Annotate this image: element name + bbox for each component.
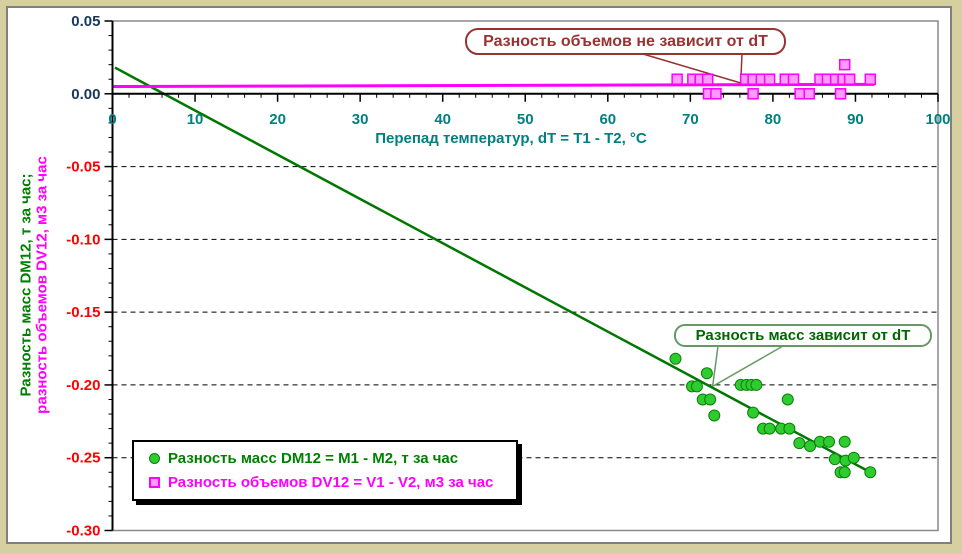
y-tick-label: -0.15: [66, 304, 100, 321]
volume-data-point: [838, 58, 851, 71]
y-tick-label: -0.20: [66, 377, 100, 394]
volume-data-point: [864, 73, 877, 85]
y-tick-label: -0.10: [66, 231, 100, 248]
x-tick-label: 50: [517, 111, 534, 128]
callout-pointer: [712, 345, 784, 388]
volume-data-point: [834, 88, 847, 100]
x-tick-label: 0: [108, 111, 116, 128]
legend-mass-marker-icon: [149, 452, 160, 464]
volume-data-point: [747, 88, 759, 100]
legend-item-volume: Разность объемов DV12 = V1 - V2, м3 за ч…: [149, 474, 516, 491]
x-axis-title: Перепад температур, dT = T1 - T2, °C: [375, 130, 647, 147]
callout-pointer: [642, 53, 741, 84]
mass-data-point: [804, 440, 817, 453]
x-tick-label: 100: [925, 111, 950, 128]
mass-data-point: [838, 466, 851, 479]
mass-data-point: [864, 466, 877, 479]
mass-trendline: [114, 66, 871, 474]
y-tick-label: -0.05: [66, 159, 100, 176]
legend-volume-marker-icon: [149, 477, 160, 489]
legend-label-volume: Разность объемов DV12 = V1 - V2, м3 за ч…: [168, 474, 494, 492]
legend-label-mass: Разность масс DM12 = M1 - M2, т за час: [168, 449, 459, 467]
y-axis-title-mass: Разность масс DM12, т за час;: [17, 173, 35, 397]
volume-data-point: [843, 73, 856, 85]
x-tick-label: 60: [599, 111, 616, 128]
mass-data-point: [750, 378, 763, 391]
mass-data-point: [781, 393, 794, 406]
x-tick-label: 80: [765, 111, 782, 128]
y-tick-label: 0.00: [71, 86, 100, 103]
x-tick-label: 30: [352, 111, 369, 128]
mass-data-point: [823, 435, 836, 448]
x-tick-label: 90: [847, 111, 864, 128]
callout-pointer: [711, 345, 719, 387]
mass-data-point: [747, 406, 760, 419]
y-axis-title-volume: разность объемов DV12, м3 за час: [33, 156, 51, 414]
mass-data-point: [828, 453, 841, 466]
y-tick-label: 0.05: [71, 13, 100, 30]
volume-data-point: [710, 88, 722, 100]
annotation-volumes-callout: Разность объемов не зависит от dT: [465, 28, 786, 55]
legend: Разность масс DM12 = M1 - M2, т за час Р…: [132, 440, 518, 501]
volume-data-point: [701, 73, 714, 85]
mass-data-point: [763, 422, 776, 435]
x-tick-label: 40: [434, 111, 451, 128]
mass-data-point: [847, 451, 860, 464]
volume-data-point: [803, 88, 815, 100]
y-tick-label: -0.25: [66, 450, 100, 467]
mass-data-point: [704, 393, 717, 406]
x-tick-label: 70: [682, 111, 699, 128]
volume-data-point: [787, 73, 800, 85]
legend-item-mass: Разность масс DM12 = M1 - M2, т за час: [149, 450, 516, 467]
y-tick-label: -0.30: [66, 523, 100, 540]
volume-data-point: [763, 73, 776, 85]
x-tick-label: 20: [269, 111, 286, 128]
annotation-masses-callout: Разность масс зависит от dT: [674, 324, 932, 347]
mass-data-point: [708, 409, 721, 422]
mass-data-point: [669, 352, 682, 365]
mass-data-point: [783, 422, 796, 435]
mass-data-point: [690, 380, 703, 393]
x-tick-label: 10: [187, 111, 204, 128]
mass-data-point: [700, 367, 713, 380]
volume-data-point: [671, 73, 683, 85]
mass-data-point: [793, 437, 806, 450]
mass-data-point: [838, 435, 851, 448]
